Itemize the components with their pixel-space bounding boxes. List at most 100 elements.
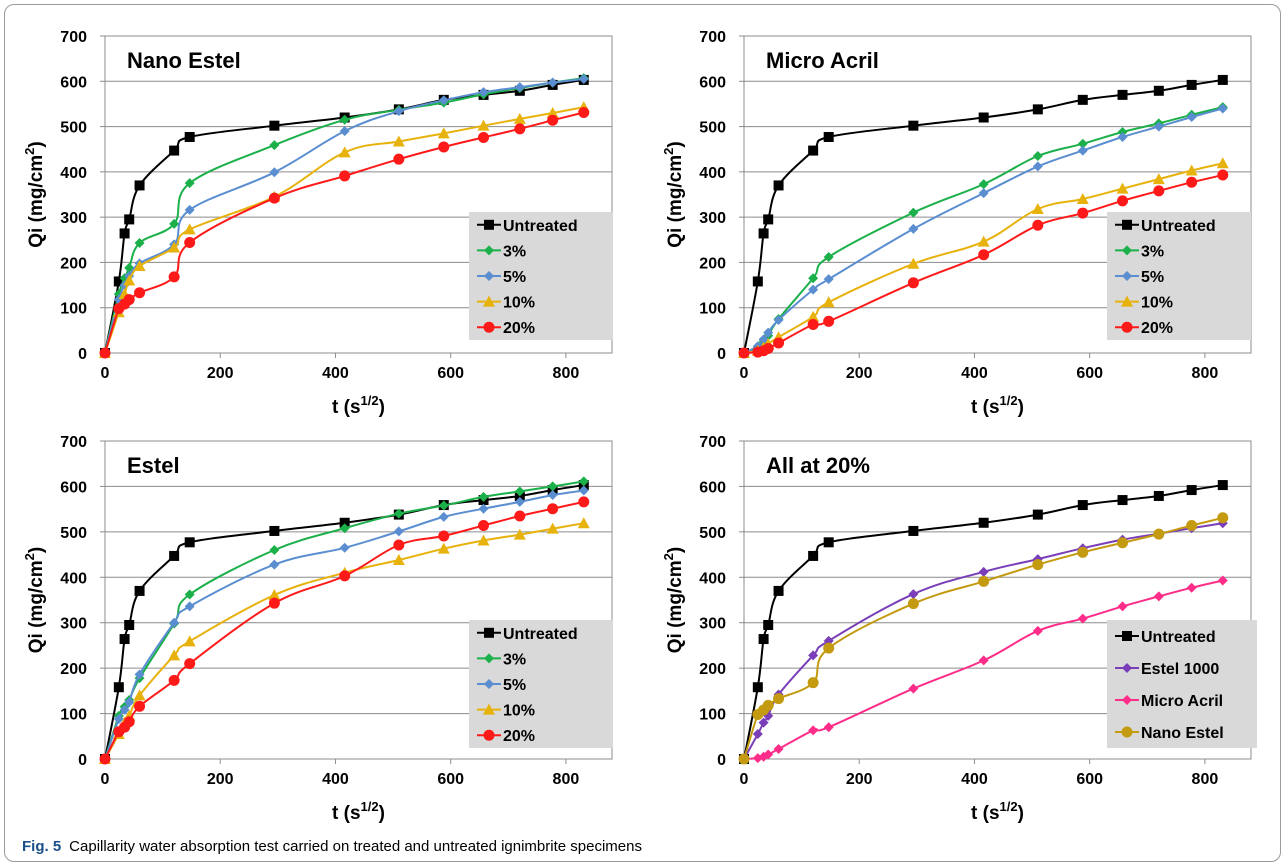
- y-tick-label: 600: [60, 74, 87, 91]
- data-point: [978, 575, 990, 587]
- legend-label: Untreated: [1141, 218, 1216, 235]
- data-point: [1217, 512, 1229, 524]
- data-point: [393, 106, 404, 117]
- data-point: [99, 347, 111, 359]
- y-tick-label: 200: [60, 661, 87, 678]
- data-point: [169, 218, 180, 229]
- data-point: [1117, 195, 1129, 207]
- y-tick-label: 400: [699, 165, 726, 182]
- x-axis-label: t (s1/2): [971, 393, 1024, 418]
- x-tick-label: 800: [553, 365, 580, 382]
- data-point: [184, 237, 196, 249]
- data-point: [1077, 546, 1089, 558]
- data-point: [1216, 157, 1229, 169]
- data-point: [268, 589, 281, 601]
- data-point: [478, 503, 489, 514]
- data-point: [438, 511, 449, 522]
- y-tick-label: 100: [60, 301, 87, 318]
- data-point: [1032, 625, 1043, 636]
- y-tick-label: 300: [60, 210, 87, 227]
- data-point: [978, 188, 989, 199]
- legend-label: Nano Estel: [1141, 725, 1224, 742]
- y-tick-label: 100: [60, 707, 87, 724]
- data-point: [1186, 485, 1197, 496]
- data-point: [169, 617, 180, 628]
- y-tick-label: 200: [699, 661, 726, 678]
- data-point: [1077, 138, 1088, 149]
- data-point: [134, 237, 145, 248]
- data-point: [134, 287, 146, 299]
- data-point: [908, 589, 919, 600]
- legend-label: Untreated: [1141, 629, 1216, 646]
- data-point: [124, 697, 135, 708]
- data-point: [477, 119, 490, 131]
- legend-marker: [1121, 321, 1133, 333]
- data-point: [578, 476, 589, 487]
- legend-label: 5%: [1141, 269, 1164, 286]
- data-point: [393, 539, 405, 551]
- data-point: [113, 276, 124, 287]
- data-point: [339, 126, 350, 137]
- legend: Untreated Estel 1000 Micro Acril Nano Estel: [1107, 620, 1257, 748]
- data-point: [1153, 121, 1164, 132]
- data-point: [823, 274, 834, 285]
- data-point: [763, 327, 774, 338]
- data-point: [1117, 89, 1128, 100]
- data-point: [513, 528, 526, 540]
- data-point: [907, 598, 919, 610]
- legend-label: Untreated: [503, 626, 578, 643]
- data-point: [269, 545, 280, 556]
- data-point: [514, 123, 526, 135]
- legend-marker: [484, 271, 494, 281]
- data-point: [514, 82, 525, 93]
- data-point: [1217, 575, 1228, 586]
- data-point: [133, 260, 146, 272]
- data-point: [758, 717, 769, 728]
- chart-title: Micro Acril: [766, 48, 879, 73]
- data-point: [1032, 104, 1043, 115]
- data-point: [1186, 79, 1197, 90]
- data-point: [339, 517, 350, 528]
- legend-label: 20%: [503, 320, 535, 337]
- y-tick-label: 700: [60, 29, 87, 46]
- data-point: [269, 140, 280, 151]
- data-point: [514, 486, 525, 497]
- data-point: [773, 693, 785, 705]
- data-point: [763, 214, 774, 225]
- legend-label: 3%: [1141, 243, 1164, 260]
- data-point: [438, 141, 450, 153]
- data-point: [168, 674, 180, 686]
- legend-marker: [484, 653, 494, 664]
- data-point: [908, 683, 919, 694]
- x-tick-label: 800: [1192, 365, 1219, 382]
- y-tick-label: 300: [699, 210, 726, 227]
- data-point: [808, 650, 819, 661]
- data-point: [339, 170, 351, 182]
- data-point: [1077, 207, 1089, 219]
- data-point: [1077, 94, 1088, 105]
- data-point: [478, 87, 489, 98]
- data-point: [547, 77, 558, 88]
- legend-label: 10%: [1141, 295, 1173, 312]
- data-point: [823, 537, 834, 548]
- data-point: [752, 276, 763, 287]
- series-micro-acril: [739, 575, 1228, 764]
- data-point: [977, 235, 990, 247]
- legend-marker: [483, 295, 495, 307]
- x-tick-label: 600: [1076, 771, 1103, 788]
- data-point: [134, 700, 146, 712]
- y-tick-label: 600: [60, 479, 87, 496]
- data-point: [978, 566, 989, 577]
- y-tick-label: 700: [699, 434, 726, 451]
- data-point: [184, 131, 195, 142]
- data-point: [184, 178, 195, 189]
- data-point: [752, 729, 763, 740]
- legend-marker: [1122, 663, 1132, 673]
- x-tick-label: 400: [322, 771, 349, 788]
- data-point: [1186, 112, 1197, 123]
- data-point: [124, 214, 135, 225]
- y-tick-label: 400: [60, 570, 87, 587]
- series-20pct: [738, 169, 1229, 359]
- y-tick-label: 400: [60, 165, 87, 182]
